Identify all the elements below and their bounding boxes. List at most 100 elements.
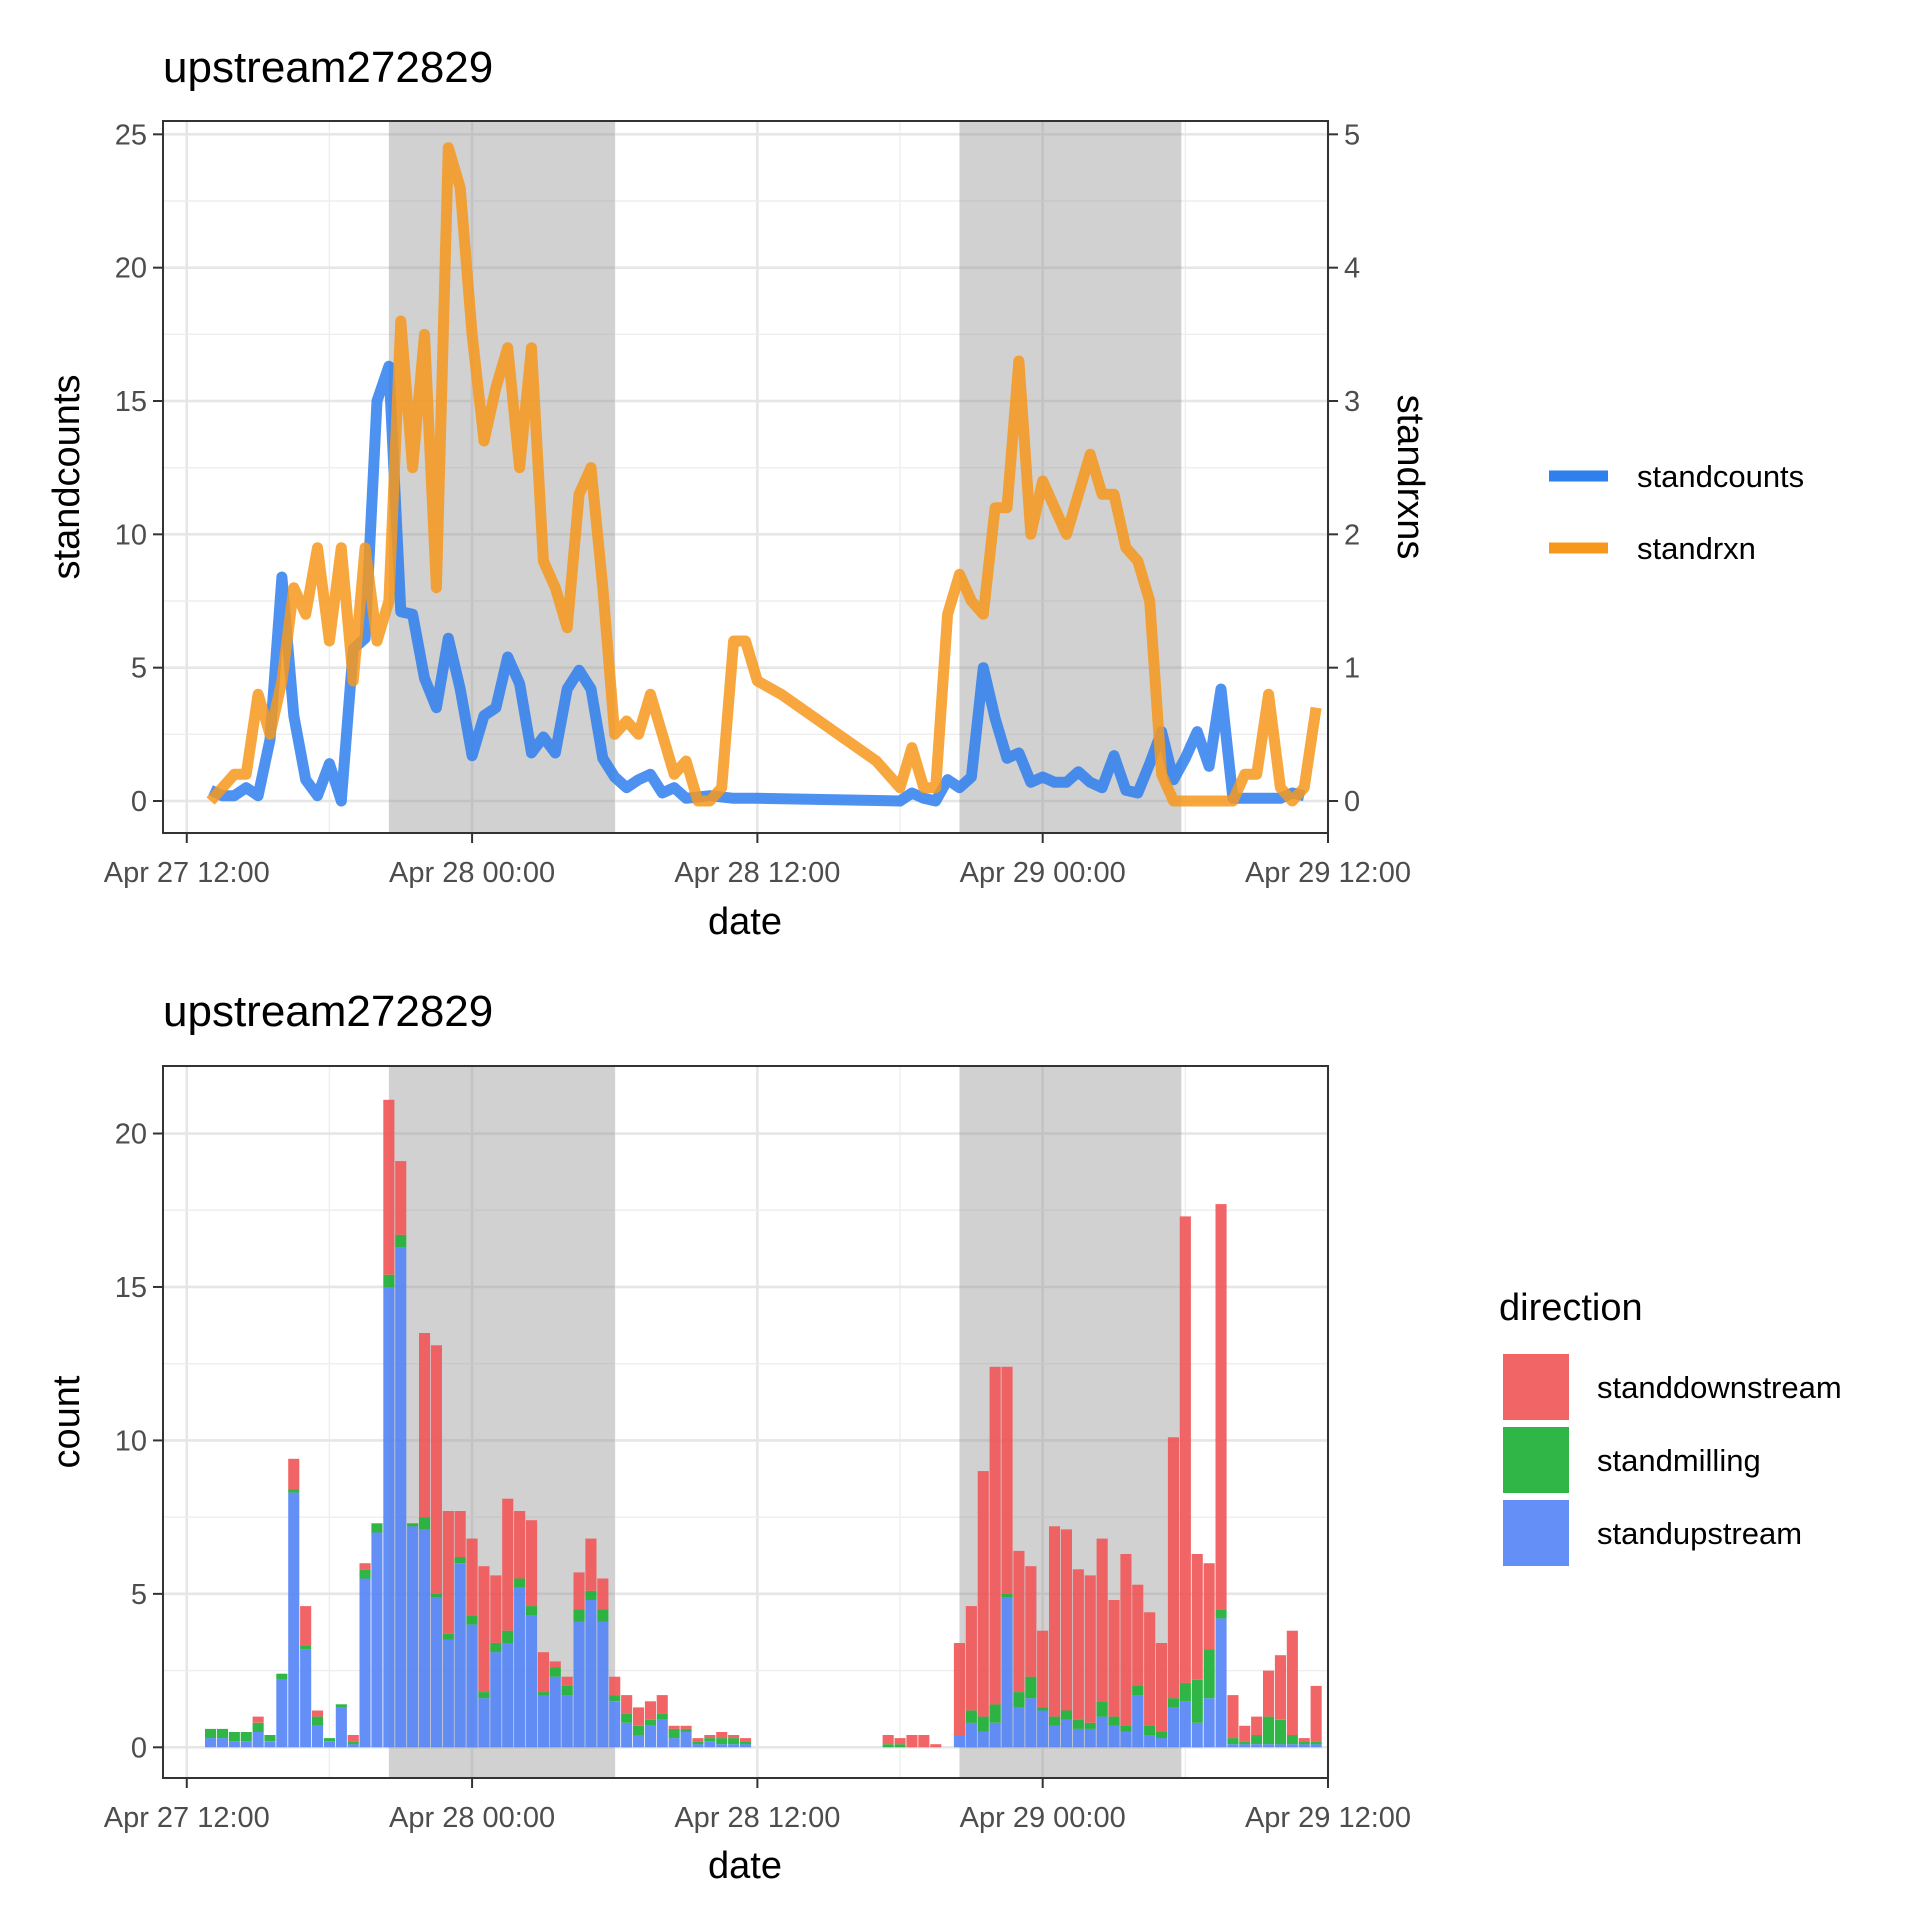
bar-segment-standmilling — [442, 1633, 454, 1640]
bar-segment-standdownstream — [1037, 1630, 1049, 1708]
y-axis-label: standcounts — [46, 375, 88, 580]
x-tick-label: Apr 27 12:00 — [104, 1802, 270, 1834]
y-tick-label: 25 — [115, 119, 147, 151]
bar-segment-standupstream — [1025, 1698, 1037, 1748]
x-axis-label: date — [708, 1845, 782, 1887]
bar-segment-standdownstream — [359, 1563, 371, 1570]
bar-segment-standmilling — [1310, 1741, 1322, 1745]
bar-segment-standupstream — [1049, 1725, 1061, 1748]
bar-segment-standmilling — [680, 1728, 692, 1732]
bar-segment-standupstream — [953, 1735, 965, 1748]
bar-segment-standmilling — [419, 1517, 431, 1530]
bar-segment-standupstream — [1215, 1618, 1227, 1748]
bar-segment-standupstream — [1132, 1695, 1144, 1748]
bar-segment-standdownstream — [953, 1643, 965, 1736]
bar-segment-standupstream — [430, 1596, 442, 1748]
bar-segment-standupstream — [644, 1725, 656, 1748]
bar-segment-standupstream — [1298, 1744, 1310, 1748]
bar-segment-standdownstream — [680, 1725, 692, 1729]
bar-chart-title: upstream272829 — [163, 987, 493, 1036]
bar-segment-standmilling — [668, 1728, 680, 1739]
plot-background — [163, 121, 1328, 833]
bar-segment-standupstream — [1310, 1744, 1322, 1748]
bar-segment-standdownstream — [668, 1725, 680, 1729]
bar-segment-standdownstream — [906, 1735, 918, 1748]
bar-segment-standdownstream — [1310, 1685, 1322, 1742]
bar-segment-standupstream — [359, 1578, 371, 1748]
bar-segment-standmilling — [216, 1728, 228, 1739]
bar-segment-standdownstream — [585, 1538, 597, 1591]
bar-segment-standdownstream — [609, 1676, 621, 1696]
x-tick-label: Apr 28 12:00 — [674, 857, 840, 889]
bar-segment-standmilling — [977, 1716, 989, 1732]
bar-segment-standmilling — [359, 1569, 371, 1579]
bar-segment-standmilling — [609, 1695, 621, 1702]
bar-segment-standupstream — [728, 1744, 740, 1748]
x-tick-label: Apr 28 00:00 — [389, 857, 555, 889]
bar-segment-standupstream — [704, 1741, 716, 1748]
bar-segment-standmilling — [1025, 1676, 1037, 1699]
bar-segment-standdownstream — [1227, 1695, 1239, 1739]
bar-segment-standupstream — [1096, 1716, 1108, 1748]
line-series-group — [206, 142, 1322, 807]
bar-segment-standupstream — [419, 1529, 431, 1748]
bar-segment-standdownstream — [1108, 1600, 1120, 1717]
bar-segment-standmilling — [1132, 1685, 1144, 1696]
bar-segment-standdownstream — [1096, 1538, 1108, 1702]
bar-segment-standmilling — [561, 1685, 573, 1696]
bar-segment-standmilling — [323, 1738, 335, 1742]
bar-segment-standmilling — [312, 1716, 324, 1726]
legend-title: direction — [1499, 1287, 1643, 1329]
bar-segment-standdownstream — [918, 1735, 930, 1748]
bar-segment-standupstream — [633, 1735, 645, 1748]
bar-segment-standmilling — [430, 1593, 442, 1597]
legend: standcounts standrxn — [1549, 459, 1804, 566]
bar-segment-standmilling — [466, 1615, 478, 1625]
bar-segment-standmilling — [597, 1609, 609, 1622]
bar-segment-standmilling — [276, 1673, 288, 1680]
bar-segment-standmilling — [490, 1643, 502, 1653]
y2-axis-label: standrxns — [1389, 395, 1431, 560]
bar-segment-standdownstream — [716, 1732, 728, 1739]
x-tick-label: Apr 28 00:00 — [389, 1802, 555, 1834]
bar-segment-standmilling — [537, 1692, 549, 1696]
bar-segment-standdownstream — [347, 1735, 359, 1742]
bar-segment-standmilling — [1239, 1741, 1251, 1745]
bar-segment-standdownstream — [383, 1099, 395, 1275]
y-axis-right: 0 1 2 3 4 5 — [1328, 119, 1360, 818]
y-axis-left: 0 5 10 15 20 — [115, 1119, 163, 1764]
bar-segment-standupstream — [1001, 1596, 1013, 1748]
bar-segment-standmilling — [1227, 1738, 1239, 1745]
bar-series-group — [205, 1099, 1322, 1748]
x-axis-label: date — [708, 901, 782, 943]
bar-segment-standupstream — [490, 1652, 502, 1748]
y-tick-label: 15 — [115, 1272, 147, 1304]
night-shading — [163, 121, 1328, 833]
bar-segment-standdownstream — [300, 1606, 312, 1646]
bar-segment-standupstream — [478, 1698, 490, 1748]
legend-label-standmilling: standmilling — [1597, 1443, 1761, 1478]
bar-segment-standdownstream — [656, 1695, 668, 1714]
legend-label-standcounts: standcounts — [1637, 459, 1804, 494]
bar-segment-standmilling — [1049, 1716, 1061, 1726]
bar-segment-standupstream — [1144, 1735, 1156, 1748]
bar-segment-standupstream — [537, 1695, 549, 1748]
bar-segment-standupstream — [466, 1624, 478, 1748]
bar-segment-standmilling — [514, 1578, 526, 1588]
bar-segment-standdownstream — [1084, 1575, 1096, 1723]
bar-segment-standupstream — [205, 1738, 217, 1748]
legend-key-standdownstream — [1503, 1354, 1569, 1420]
bar-segment-standdownstream — [1144, 1612, 1156, 1726]
legend-key-standmilling — [1503, 1427, 1569, 1493]
bar-segment-standmilling — [728, 1738, 740, 1745]
bar-segment-standmilling — [894, 1744, 906, 1748]
bar-segment-standupstream — [1037, 1710, 1049, 1748]
bar-segment-standdownstream — [549, 1661, 561, 1668]
line-chart-title: upstream272829 — [163, 43, 493, 92]
bar-segment-standupstream — [573, 1621, 585, 1748]
bar-segment-standdownstream — [1274, 1655, 1286, 1720]
bar-segment-standmilling — [1263, 1716, 1275, 1745]
y-tick-label: 0 — [131, 786, 147, 818]
bar-segment-standupstream — [1203, 1698, 1215, 1748]
